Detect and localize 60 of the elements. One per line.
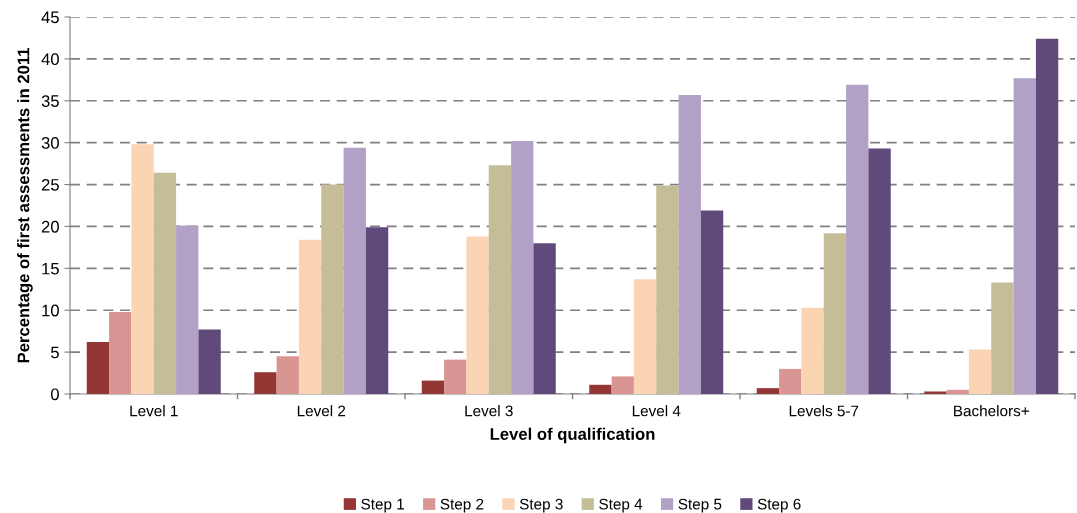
bar [86,342,110,394]
y-tick-label: 45 [41,11,59,24]
bar [533,243,556,394]
y-tick-label: 5 [50,346,59,359]
bar [611,376,634,394]
x-tick-label: Level 1 [130,405,178,417]
bar [656,185,679,394]
bar [131,144,154,394]
bar [466,236,489,394]
y-tick-label: 35 [41,95,59,107]
y-tick-label: 0 [50,388,59,401]
bar [991,282,1014,394]
bar [823,233,847,394]
y-tick-label: 30 [41,137,59,149]
bar [153,172,177,394]
y-tick-label: 25 [41,178,59,191]
bar [1035,38,1059,394]
bar [846,84,869,394]
bar [109,311,132,394]
y-tick-label: 40 [41,53,59,66]
x-tick-label: Levels 5-7 [789,405,859,417]
legend-label: Step 1 [361,498,404,513]
x-tick-label: Level 2 [297,405,346,417]
bar [198,329,221,394]
bar [633,279,657,394]
bar [968,349,992,394]
legend-label: Step 5 [678,498,722,513]
x-tick-label: Level 4 [632,405,681,417]
bar [678,94,701,394]
bar [343,147,366,394]
bar [700,210,724,394]
legend-label: Step 3 [519,498,563,513]
bar [298,239,322,394]
bar [421,380,445,394]
bar [924,391,947,394]
bar [779,368,802,394]
x-tick-label: Bachelors+ [954,405,1029,417]
y-tick-label: 10 [42,304,59,317]
bar [801,307,824,394]
bar [365,227,389,394]
bar [321,184,344,394]
bar [511,140,534,394]
legend-label: Step 6 [757,498,801,513]
legend-label: Step 4 [599,498,643,513]
x-axis-title: Level of qualification [490,427,655,444]
y-tick-label: 15 [42,262,59,275]
bar [254,372,277,394]
y-tick-label: 20 [41,220,59,233]
legend-label: Step 2 [440,498,484,513]
bar [946,389,969,394]
bar [868,148,891,394]
bar [444,359,467,394]
bar [589,384,612,394]
bar [276,356,299,394]
y-axis-title: Percentage of first assessments in 2011 [17,48,33,363]
bar [1013,78,1036,394]
bar [488,165,512,394]
bar [756,388,780,394]
bar [176,225,199,394]
x-tick-label: Level 3 [465,405,513,417]
